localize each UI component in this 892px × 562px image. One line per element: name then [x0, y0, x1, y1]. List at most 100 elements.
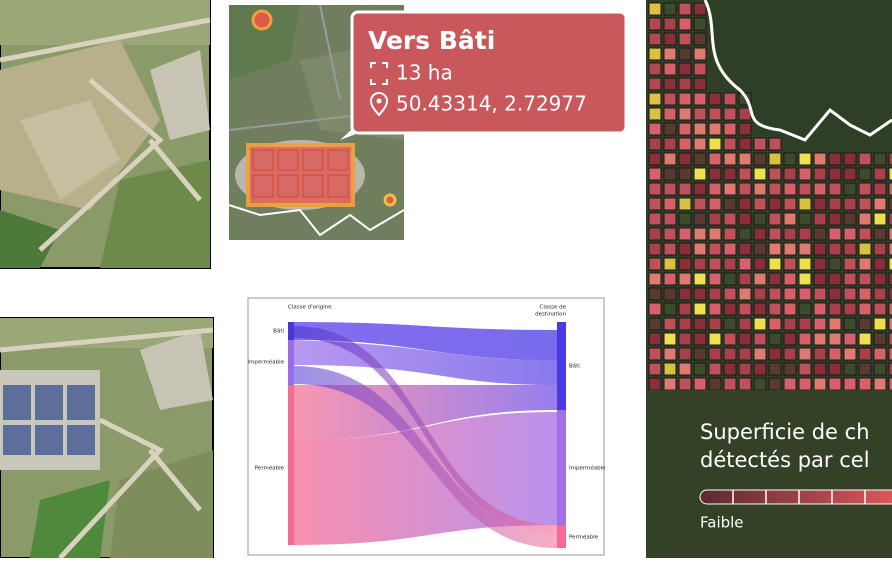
heat-cell: [813, 212, 827, 226]
heat-cell: [843, 272, 857, 286]
heat-cell: [678, 167, 692, 181]
heat-cell: [888, 287, 892, 301]
heat-cell: [768, 212, 782, 226]
heat-cell: [798, 362, 812, 376]
tooltip-coords: 50.43314, 2.72977: [396, 92, 587, 116]
heat-cell: [753, 272, 767, 286]
heat-cell: [828, 377, 842, 391]
heat-cell: [768, 182, 782, 196]
heat-cell: [783, 167, 797, 181]
heat-cell: [663, 332, 677, 346]
heat-cell: [678, 107, 692, 121]
heat-cell: [813, 377, 827, 391]
heat-cell: [738, 347, 752, 361]
heat-cell: [828, 302, 842, 316]
heat-cell: [873, 182, 887, 196]
heat-cell: [738, 212, 752, 226]
heat-cell: [828, 272, 842, 286]
heat-cell: [828, 317, 842, 331]
boundary: [703, 0, 892, 142]
heat-cell: [873, 257, 887, 271]
heat-cell: [813, 347, 827, 361]
heat-cell: [798, 317, 812, 331]
heat-cell: [693, 107, 707, 121]
heat-cell: [783, 332, 797, 346]
heat-cell: [663, 167, 677, 181]
heat-cell: [723, 137, 737, 151]
heat-cell: [648, 227, 662, 241]
target-label: Perméable: [569, 534, 599, 541]
legend-low-label: Faible: [700, 514, 744, 532]
heat-cell: [708, 137, 722, 151]
heat-cell: [693, 32, 707, 46]
heat-cell: [693, 47, 707, 61]
heat-cell: [738, 167, 752, 181]
heat-cell: [768, 272, 782, 286]
heat-cell: [798, 182, 812, 196]
heat-cell: [873, 152, 887, 166]
heat-cell: [693, 227, 707, 241]
heat-cell: [843, 242, 857, 256]
tooltip[interactable]: Vers Bâti 13 ha 50.43314, 2.72977: [340, 10, 628, 140]
heat-cell: [813, 272, 827, 286]
heat-cell: [888, 332, 892, 346]
source-label: Imperméable: [247, 359, 284, 366]
heat-cell: [828, 362, 842, 376]
heat-cell: [663, 137, 677, 151]
flow: [294, 322, 557, 360]
heat-cell: [708, 242, 722, 256]
heat-cell: [663, 212, 677, 226]
heat-cell: [738, 227, 752, 241]
heat-cell: [693, 62, 707, 76]
heat-cell: [648, 107, 662, 121]
heat-cell: [768, 257, 782, 271]
heat-cell: [648, 332, 662, 346]
heat-cell: [708, 167, 722, 181]
heat-cell: [768, 152, 782, 166]
area-icon: [370, 62, 388, 85]
heat-cell: [873, 227, 887, 241]
heat-cell: [663, 302, 677, 316]
heat-cell: [663, 92, 677, 106]
heat-cell: [753, 332, 767, 346]
heat-cell: [648, 92, 662, 106]
heat-cell: [813, 257, 827, 271]
heat-cell: [768, 137, 782, 151]
heat-cell: [858, 362, 872, 376]
heat-cell: [663, 257, 677, 271]
heat-cell: [798, 272, 812, 286]
heat-cell: [708, 152, 722, 166]
heat-cell: [798, 167, 812, 181]
heat-cell: [648, 167, 662, 181]
heat-cell: [768, 242, 782, 256]
heat-cell: [708, 272, 722, 286]
heat-cell: [693, 2, 707, 16]
heat-cell: [753, 362, 767, 376]
heat-cell: [828, 152, 842, 166]
heat-cell: [663, 2, 677, 16]
heat-cell: [768, 347, 782, 361]
heatmap: [646, 0, 892, 391]
heat-cell: [798, 377, 812, 391]
heat-cell: [798, 287, 812, 301]
heat-cell: [648, 212, 662, 226]
heat-cell: [678, 287, 692, 301]
heat-cell: [828, 167, 842, 181]
legend-title: détectés par cel: [700, 448, 870, 472]
heat-cell: [678, 152, 692, 166]
heat-cell: [663, 17, 677, 31]
heat-cell: [723, 212, 737, 226]
heat-cell: [873, 347, 887, 361]
heat-cell: [723, 332, 737, 346]
heat-cell: [873, 272, 887, 286]
heat-cell: [888, 377, 892, 391]
heat-cell: [663, 287, 677, 301]
heat-cell: [678, 347, 692, 361]
heat-cell: [738, 362, 752, 376]
heat-cell: [888, 302, 892, 316]
heat-cell: [783, 377, 797, 391]
heat-cell: [843, 227, 857, 241]
heat-cell: [813, 287, 827, 301]
heat-cell: [753, 377, 767, 391]
heat-cell: [678, 92, 692, 106]
